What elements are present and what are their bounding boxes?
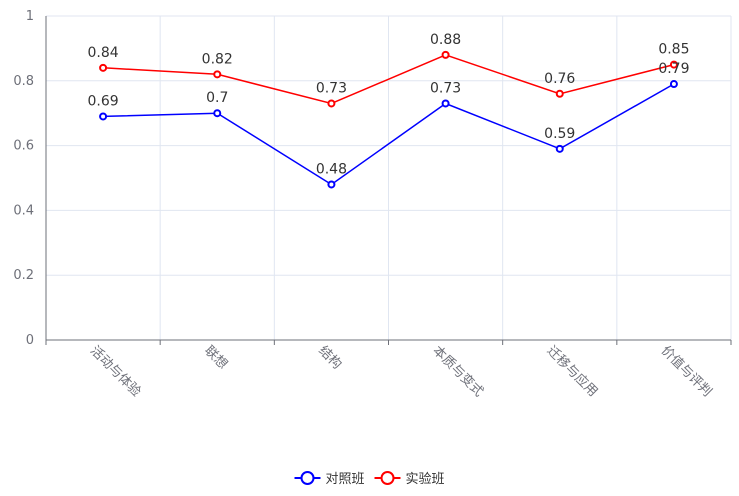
legend-swatch-marker bbox=[380, 471, 395, 485]
x-tick-label: 活动与体验 bbox=[87, 343, 144, 400]
grid-layer bbox=[46, 15, 732, 340]
data-point bbox=[99, 63, 108, 72]
axis-layer: 0 0.2 0.4 0.6 0.8 1 活动与体验 联想 结构 本质与变式 迁移与应用 价值与评判 bbox=[13, 9, 732, 400]
data-point bbox=[327, 99, 336, 108]
data-point bbox=[441, 99, 450, 108]
data-point bbox=[669, 80, 678, 89]
data-label: 0.7 bbox=[206, 90, 228, 106]
x-tick-label: 迁移与应用 bbox=[544, 343, 601, 400]
data-point bbox=[327, 180, 336, 189]
y-tick-label: 0.8 bbox=[13, 74, 34, 89]
data-label: 0.48 bbox=[316, 161, 347, 177]
legend-label: 对照班 bbox=[326, 472, 365, 487]
x-tick-label: 价值与评判 bbox=[658, 343, 715, 400]
data-point bbox=[99, 112, 108, 121]
y-tick-label: 1 bbox=[26, 9, 34, 24]
y-tick-label: 0.6 bbox=[13, 139, 34, 154]
x-tick-label: 本质与变式 bbox=[429, 343, 486, 400]
legend: 对照班 实验班 bbox=[294, 471, 445, 487]
data-label: 0.69 bbox=[87, 93, 118, 109]
legend-label: 实验班 bbox=[406, 471, 445, 487]
data-point bbox=[555, 144, 564, 153]
legend-item: 实验班 bbox=[374, 471, 445, 487]
data-point bbox=[213, 70, 222, 79]
y-tick-label: 0 bbox=[26, 333, 34, 348]
data-label: 0.73 bbox=[316, 80, 347, 96]
data-point bbox=[555, 89, 564, 98]
legend-swatch-marker bbox=[300, 471, 315, 485]
data-label: 0.84 bbox=[87, 45, 118, 61]
series-line bbox=[103, 83, 675, 186]
data-point bbox=[213, 109, 222, 118]
legend-item: 对照班 bbox=[294, 471, 365, 487]
data-label-layer: 0.69 0.7 0.48 0.73 0.59 0.79 0.84 0.82 0.73 0.88 0… bbox=[87, 32, 689, 178]
data-point bbox=[441, 50, 450, 59]
data-label: 0.82 bbox=[202, 51, 233, 67]
data-label: 0.85 bbox=[658, 42, 689, 58]
data-label: 0.88 bbox=[430, 32, 461, 48]
data-label: 0.59 bbox=[544, 126, 575, 142]
data-label: 0.73 bbox=[430, 80, 461, 96]
y-tick-label: 0.2 bbox=[13, 268, 34, 283]
series-layer bbox=[99, 50, 678, 189]
series-line bbox=[103, 54, 675, 105]
x-tick-label: 联想 bbox=[201, 343, 231, 373]
data-label: 0.79 bbox=[658, 61, 689, 77]
data-label: 0.76 bbox=[544, 71, 575, 87]
data-point bbox=[669, 60, 678, 69]
x-tick-label: 结构 bbox=[315, 343, 344, 372]
y-tick-label: 0.4 bbox=[13, 203, 34, 218]
